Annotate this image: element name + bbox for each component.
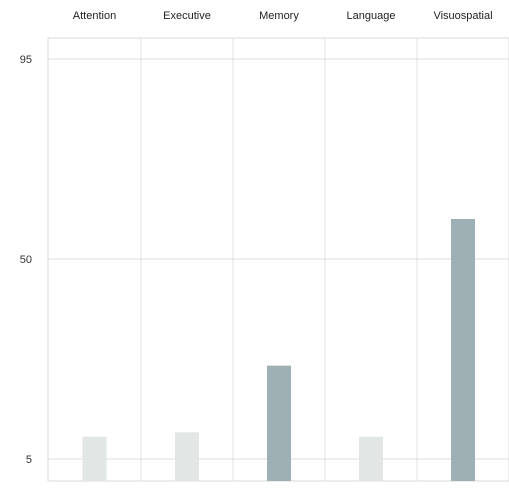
y-tick-label: 5	[26, 454, 32, 466]
y-tick-label: 95	[20, 54, 32, 66]
bar	[359, 436, 383, 481]
bar	[175, 432, 199, 481]
category-label: Attention	[73, 10, 116, 22]
category-label: Memory	[259, 10, 299, 22]
bar	[267, 365, 291, 481]
category-label: Language	[347, 10, 396, 22]
category-label: Executive	[163, 10, 211, 22]
bar	[82, 436, 107, 481]
y-tick-label: 50	[20, 254, 32, 266]
category-label: Visuospatial	[433, 10, 492, 22]
bar	[451, 219, 475, 481]
